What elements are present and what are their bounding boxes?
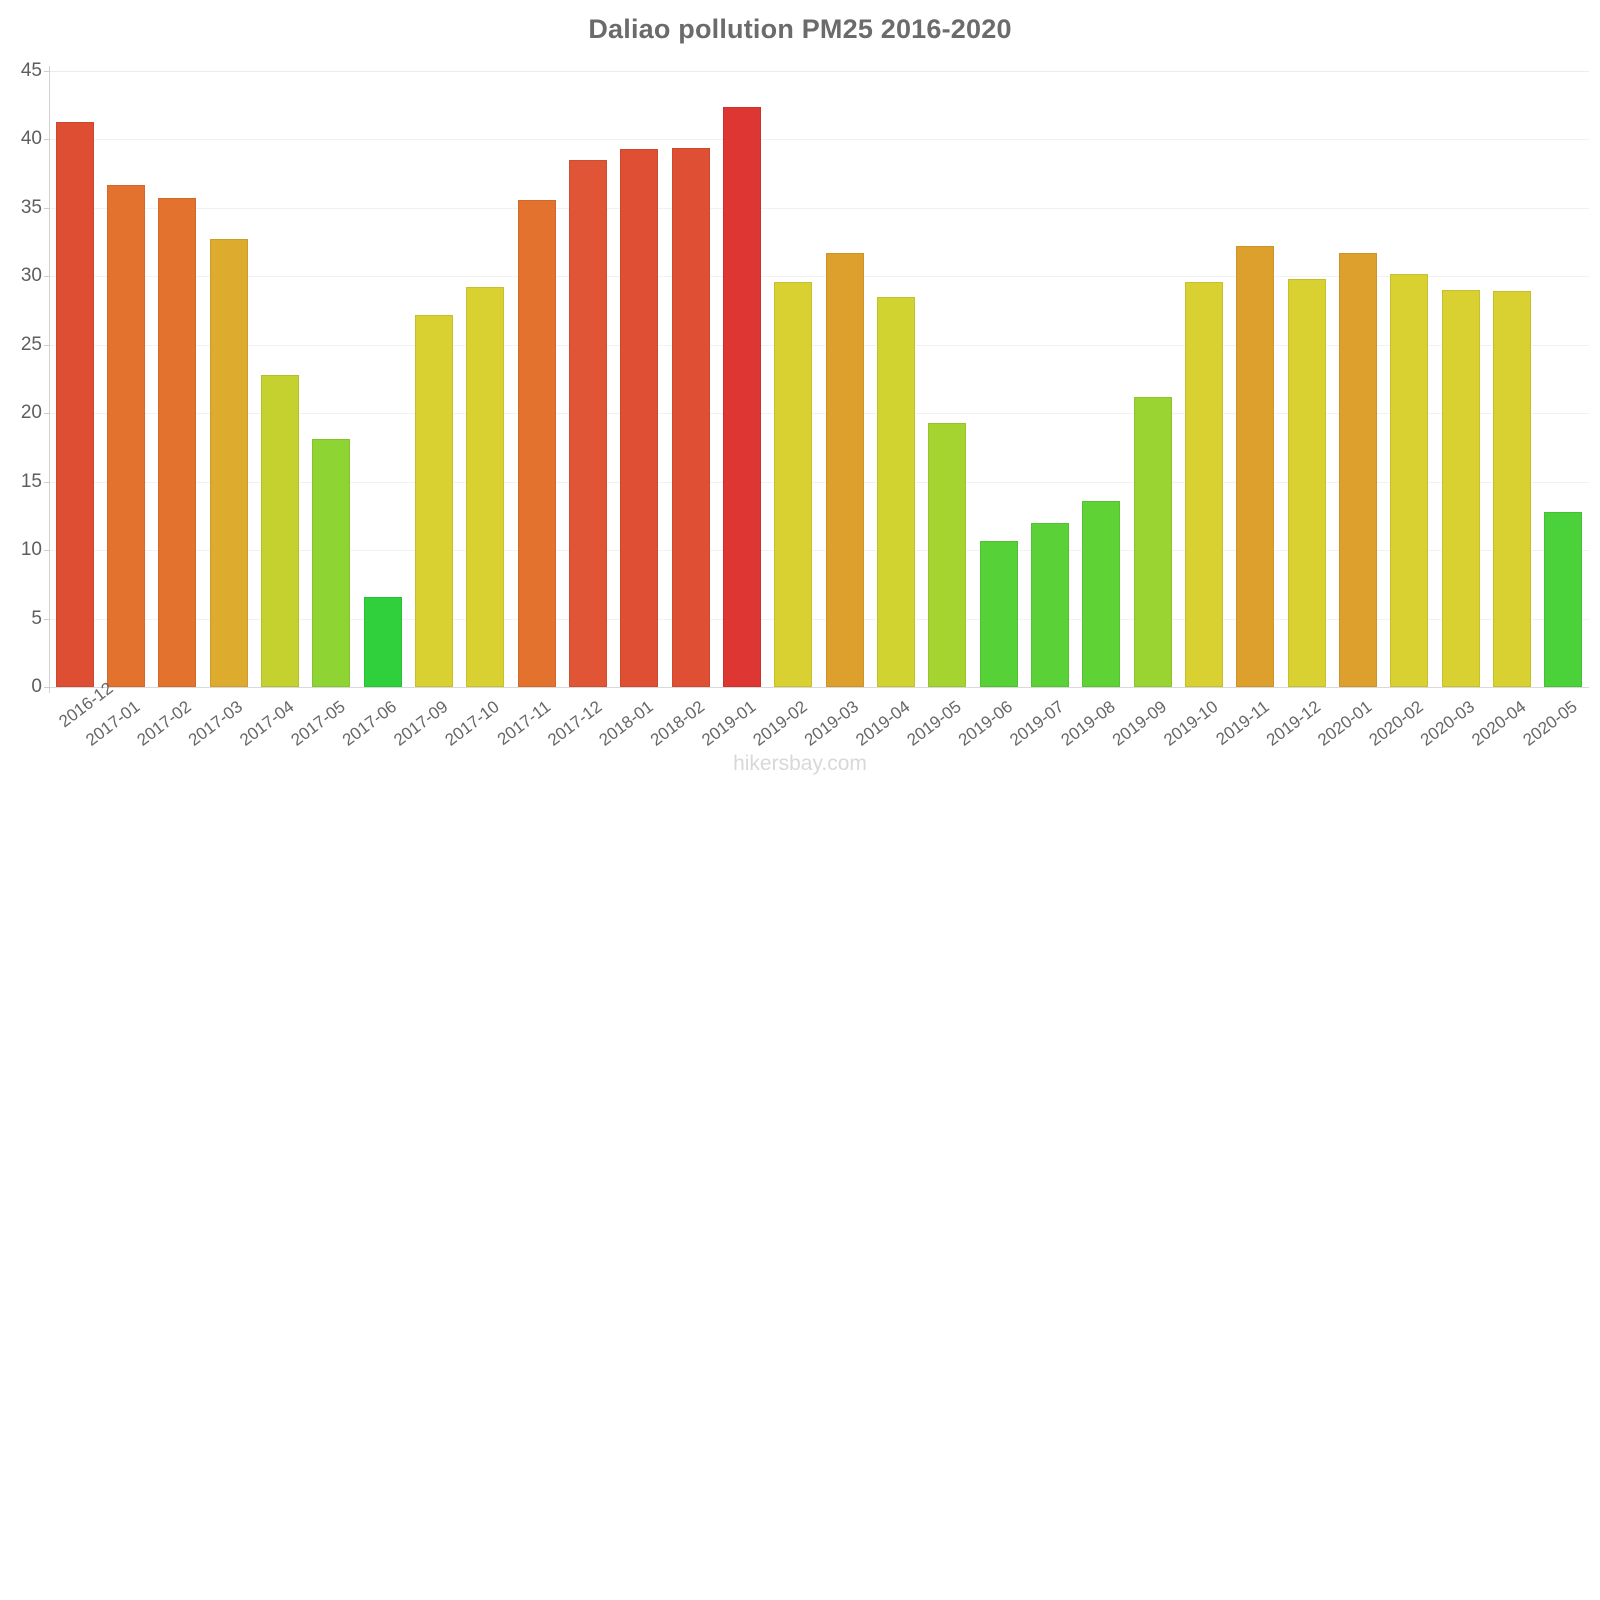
bar-2020-03[interactable] bbox=[1441, 290, 1480, 687]
y-tick-mark bbox=[44, 618, 50, 620]
bar-2017-04[interactable] bbox=[261, 374, 299, 687]
y-tick-label: 5 bbox=[31, 607, 42, 629]
bar-2019-01[interactable] bbox=[723, 106, 761, 687]
bar-2019-05[interactable] bbox=[928, 422, 967, 687]
gridline bbox=[49, 207, 1589, 209]
bar-2017-03[interactable] bbox=[209, 239, 248, 687]
bar-2017-06[interactable] bbox=[363, 596, 402, 687]
y-tick-label: 35 bbox=[20, 196, 42, 218]
gridline bbox=[49, 618, 1589, 620]
y-axis: 0 5 10 15 20 25 30 35 40 45 bbox=[0, 0, 50, 800]
bar-2019-04[interactable] bbox=[877, 296, 915, 687]
bar-2017-12[interactable] bbox=[569, 159, 607, 687]
bar-2018-02[interactable] bbox=[671, 147, 710, 687]
x-tick-label: 2016-12 bbox=[55, 678, 117, 732]
bar-2017-09[interactable] bbox=[415, 314, 453, 687]
bar-2018-01[interactable] bbox=[620, 149, 659, 687]
gridline bbox=[49, 687, 1589, 688]
bar-2020-01[interactable] bbox=[1339, 253, 1377, 687]
y-tick-mark bbox=[44, 550, 50, 552]
bar-2019-03[interactable] bbox=[825, 253, 864, 687]
y-tick-mark bbox=[44, 71, 50, 72]
bar-2019-09[interactable] bbox=[1133, 396, 1172, 687]
bar-2019-12[interactable] bbox=[1287, 279, 1326, 687]
y-tick-mark bbox=[44, 139, 50, 141]
y-tick-mark bbox=[44, 276, 50, 278]
y-tick-label: 15 bbox=[20, 470, 42, 492]
y-tick-label: 0 bbox=[31, 676, 42, 697]
gridline bbox=[49, 413, 1589, 415]
bar-2019-02[interactable] bbox=[774, 281, 813, 687]
gridline bbox=[49, 139, 1589, 141]
gridline bbox=[49, 344, 1589, 346]
gridline bbox=[49, 71, 1589, 72]
bar-2017-05[interactable] bbox=[312, 439, 351, 687]
bar-2020-05[interactable] bbox=[1544, 511, 1583, 687]
y-tick-mark bbox=[44, 207, 50, 209]
bar-2019-10[interactable] bbox=[1185, 281, 1223, 687]
y-axis-line bbox=[49, 66, 50, 693]
bar-2020-04[interactable] bbox=[1493, 291, 1531, 687]
gridline bbox=[49, 481, 1589, 483]
gridline bbox=[49, 276, 1589, 278]
y-tick-mark bbox=[44, 344, 50, 346]
y-tick-label: 20 bbox=[20, 402, 42, 424]
bar-2020-02[interactable] bbox=[1390, 273, 1429, 687]
footer-credit: hikersbay.com bbox=[733, 752, 867, 775]
y-tick-mark bbox=[44, 687, 50, 688]
y-tick-label: 25 bbox=[20, 333, 42, 355]
bar-2017-10[interactable] bbox=[466, 287, 505, 687]
y-tick-mark bbox=[44, 413, 50, 415]
bar-2017-02[interactable] bbox=[158, 198, 197, 687]
chart-title: Daliao pollution PM25 2016-2020 bbox=[588, 14, 1012, 44]
bar-2019-07[interactable] bbox=[1031, 522, 1069, 687]
y-tick-label: 40 bbox=[20, 128, 42, 150]
y-tick-label: 10 bbox=[20, 539, 42, 561]
gridline bbox=[49, 550, 1589, 552]
y-tick-label: 45 bbox=[20, 60, 42, 81]
plot-area bbox=[49, 71, 1589, 688]
bar-2016-12[interactable] bbox=[55, 121, 94, 687]
bar-2017-11[interactable] bbox=[517, 199, 556, 687]
bar-2019-11[interactable] bbox=[1236, 246, 1275, 687]
y-tick-label: 30 bbox=[20, 265, 42, 287]
chart-container: Daliao pollution PM25 2016-2020 0 5 10 15 20… bbox=[0, 0, 1589, 800]
y-tick-mark bbox=[44, 481, 50, 483]
bar-2017-01[interactable] bbox=[107, 184, 145, 687]
bar-2019-08[interactable] bbox=[1082, 500, 1121, 687]
bar-2019-06[interactable] bbox=[979, 540, 1018, 687]
